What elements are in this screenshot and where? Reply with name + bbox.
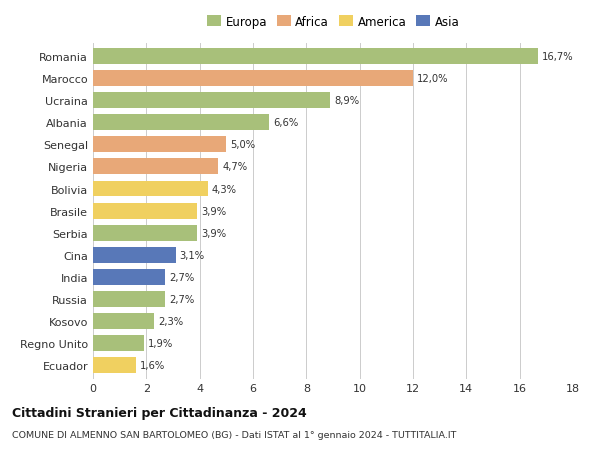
Text: 1,6%: 1,6% — [140, 360, 165, 370]
Bar — [93, 49, 538, 65]
Bar — [93, 291, 165, 307]
Text: 3,9%: 3,9% — [201, 228, 226, 238]
Text: 3,9%: 3,9% — [201, 206, 226, 216]
Text: Cittadini Stranieri per Cittadinanza - 2024: Cittadini Stranieri per Cittadinanza - 2… — [12, 406, 307, 419]
Bar — [93, 181, 208, 197]
Text: 12,0%: 12,0% — [417, 74, 449, 84]
Bar — [93, 269, 165, 285]
Bar — [93, 336, 143, 351]
Text: 3,1%: 3,1% — [179, 250, 205, 260]
Bar — [93, 313, 154, 329]
Text: 5,0%: 5,0% — [230, 140, 256, 150]
Text: 16,7%: 16,7% — [542, 52, 574, 62]
Bar — [93, 115, 269, 131]
Legend: Europa, Africa, America, Asia: Europa, Africa, America, Asia — [205, 13, 461, 31]
Text: 1,9%: 1,9% — [148, 338, 173, 348]
Text: 6,6%: 6,6% — [273, 118, 298, 128]
Text: 4,3%: 4,3% — [212, 184, 236, 194]
Bar — [93, 358, 136, 373]
Bar — [93, 93, 331, 109]
Text: 8,9%: 8,9% — [334, 96, 359, 106]
Bar — [93, 225, 197, 241]
Bar — [93, 137, 226, 153]
Text: COMUNE DI ALMENNO SAN BARTOLOMEO (BG) - Dati ISTAT al 1° gennaio 2024 - TUTTITAL: COMUNE DI ALMENNO SAN BARTOLOMEO (BG) - … — [12, 431, 457, 440]
Bar — [93, 203, 197, 219]
Bar — [93, 71, 413, 87]
Bar — [93, 247, 176, 263]
Text: 2,3%: 2,3% — [158, 316, 184, 326]
Text: 2,7%: 2,7% — [169, 294, 194, 304]
Bar — [93, 159, 218, 175]
Text: 4,7%: 4,7% — [223, 162, 247, 172]
Text: 2,7%: 2,7% — [169, 272, 194, 282]
